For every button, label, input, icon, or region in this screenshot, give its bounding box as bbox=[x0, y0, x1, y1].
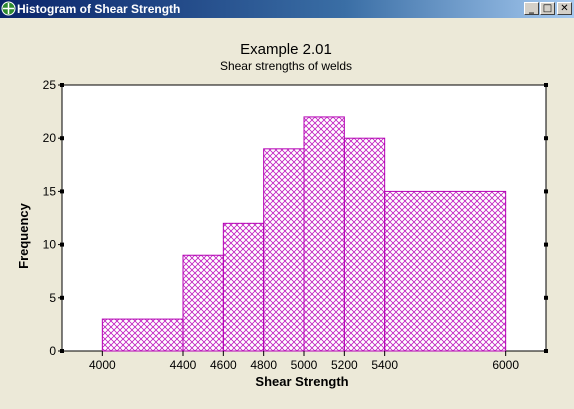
x-tick-label: 6000 bbox=[492, 358, 519, 372]
title-bar[interactable]: Histogram of Shear Strength _ □ ✕ bbox=[0, 0, 574, 18]
y-tick-label: 10 bbox=[43, 238, 57, 252]
chart-title: Example 2.01 bbox=[240, 41, 332, 58]
x-tick-label: 4000 bbox=[89, 358, 116, 372]
x-axis-label: Shear Strength bbox=[255, 374, 348, 389]
selection-handle[interactable] bbox=[60, 83, 64, 87]
window-title: Histogram of Shear Strength bbox=[17, 2, 181, 16]
selection-handle[interactable] bbox=[544, 295, 548, 300]
histogram-bar-7 bbox=[384, 190, 507, 352]
x-tick-label: 5000 bbox=[291, 358, 318, 372]
selection-handle[interactable] bbox=[544, 136, 548, 141]
selection-handle[interactable] bbox=[60, 189, 64, 194]
chart-subtitle: Shear strengths of welds bbox=[220, 59, 352, 73]
y-tick-label: 0 bbox=[49, 344, 56, 358]
histogram-bar-3 bbox=[222, 222, 265, 352]
y-axis-label: Frequency bbox=[16, 202, 31, 269]
histogram-chart: Example 2.01 Shear strengths of welds 40… bbox=[16, 41, 548, 389]
x-tick-label: 4400 bbox=[170, 358, 197, 372]
close-button[interactable]: ✕ bbox=[557, 2, 572, 15]
selection-handle[interactable] bbox=[60, 295, 64, 300]
y-tick-label: 15 bbox=[43, 184, 57, 198]
histogram-bar-6 bbox=[343, 137, 386, 352]
y-tick-label: 25 bbox=[43, 78, 57, 92]
histogram-bar-4 bbox=[263, 148, 305, 352]
selection-handle[interactable] bbox=[60, 136, 64, 141]
histogram-bar-5 bbox=[303, 116, 345, 352]
x-tick-label: 5400 bbox=[371, 358, 398, 372]
selection-handle[interactable] bbox=[544, 242, 548, 247]
selection-handle[interactable] bbox=[60, 242, 64, 247]
x-tick-label: 4600 bbox=[210, 358, 237, 372]
graph-area: Example 2.01 Shear strengths of welds 40… bbox=[0, 18, 574, 404]
y-tick-label: 20 bbox=[43, 131, 57, 145]
selection-handle[interactable] bbox=[544, 349, 548, 353]
x-tick-label: 5200 bbox=[331, 358, 358, 372]
histogram-bar-2 bbox=[182, 254, 224, 352]
minitab-graph-icon bbox=[1, 1, 16, 16]
histogram-bar-1 bbox=[101, 318, 184, 352]
selection-handle[interactable] bbox=[544, 189, 548, 194]
minimize-button[interactable]: _ bbox=[524, 2, 539, 15]
selection-handle[interactable] bbox=[60, 349, 64, 353]
maximize-button[interactable]: □ bbox=[540, 2, 555, 15]
selection-handle[interactable] bbox=[544, 83, 548, 87]
y-tick-label: 5 bbox=[49, 291, 56, 305]
x-tick-label: 4800 bbox=[250, 358, 277, 372]
